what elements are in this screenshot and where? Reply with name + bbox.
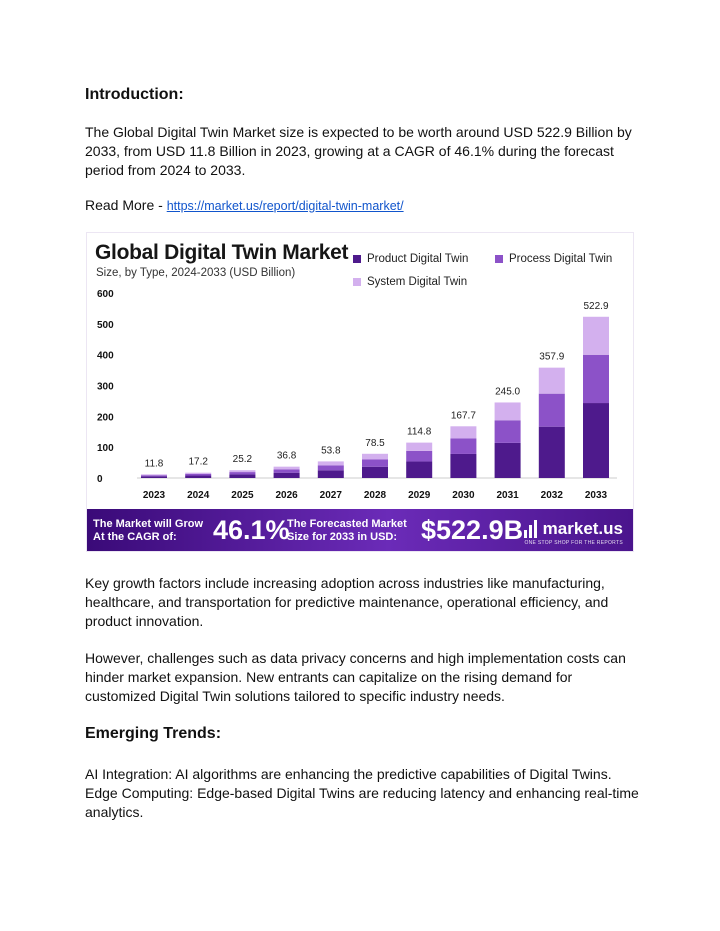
bar-segment-system-digital-twin bbox=[141, 474, 167, 476]
bar-segment-system-digital-twin bbox=[317, 461, 344, 466]
read-more-link[interactable]: https://market.us/report/digital-twin-ma… bbox=[166, 199, 404, 213]
cagr-label: The Market will Grow At the CAGR of: bbox=[93, 518, 203, 544]
bar-segment-process-digital-twin bbox=[273, 469, 300, 473]
forecast-label: The Forecasted Market Size for 2033 in U… bbox=[287, 518, 407, 544]
y-tick-label: 500 bbox=[97, 320, 114, 331]
bar-value-label: 36.8 bbox=[277, 451, 297, 462]
legend-label-system: System Digital Twin bbox=[367, 276, 468, 288]
brand-name: market.us bbox=[542, 519, 623, 538]
infographic: Global Digital Twin Market Size, by Type… bbox=[86, 232, 634, 552]
bar-segment-process-digital-twin bbox=[406, 450, 433, 462]
bar-segment-system-digital-twin bbox=[185, 472, 212, 474]
bar-segment-product-digital-twin bbox=[450, 453, 477, 478]
x-tick-label: 2023 bbox=[143, 490, 166, 501]
x-tick-label: 2027 bbox=[320, 490, 343, 501]
bar-segment-product-digital-twin bbox=[229, 474, 256, 478]
bar-value-label: 357.9 bbox=[539, 352, 564, 363]
bar-segment-product-digital-twin bbox=[583, 403, 609, 478]
bar-segment-process-digital-twin bbox=[141, 475, 167, 477]
brand-tagline: ONE STOP SHOP FOR THE REPORTS bbox=[524, 540, 623, 546]
bar-segment-product-digital-twin bbox=[362, 466, 388, 478]
legend-label-process: Process Digital Twin bbox=[509, 253, 613, 265]
bar-segment-system-digital-twin bbox=[273, 466, 300, 470]
bar-segment-product-digital-twin bbox=[185, 475, 212, 478]
bars-icon bbox=[523, 520, 537, 538]
intro-paragraph: The Global Digital Twin Market size is e… bbox=[85, 124, 632, 178]
y-tick-label: 300 bbox=[97, 382, 114, 393]
bar-segment-product-digital-twin bbox=[494, 442, 521, 478]
y-tick-label: 600 bbox=[97, 289, 114, 300]
legend-swatch-process bbox=[495, 255, 503, 263]
growth-paragraph-1: Key growth factors include increasing ad… bbox=[85, 575, 609, 629]
legend-swatch-product bbox=[353, 255, 361, 263]
x-tick-label: 2029 bbox=[408, 490, 431, 501]
bar-segment-process-digital-twin bbox=[317, 465, 344, 471]
x-tick-label: 2030 bbox=[452, 490, 475, 501]
bar-segment-product-digital-twin bbox=[273, 472, 300, 478]
legend-item-system: System Digital Twin bbox=[353, 276, 467, 288]
bar-value-label: 245.0 bbox=[495, 386, 520, 397]
y-tick-label: 200 bbox=[97, 412, 114, 423]
x-tick-label: 2032 bbox=[541, 490, 564, 501]
bar-segment-system-digital-twin bbox=[583, 316, 609, 355]
y-tick-label: 0 bbox=[97, 474, 103, 485]
x-tick-label: 2025 bbox=[231, 490, 254, 501]
summary-banner: The Market will Grow At the CAGR of: 46.… bbox=[87, 509, 633, 551]
bar-segment-process-digital-twin bbox=[362, 459, 388, 467]
read-more-line: Read More - https://market.us/report/dig… bbox=[85, 196, 645, 216]
bar-segment-system-digital-twin bbox=[406, 442, 433, 451]
legend-item-process: Process Digital Twin bbox=[495, 253, 612, 265]
y-tick-label: 100 bbox=[97, 443, 114, 454]
bar-value-label: 78.5 bbox=[365, 438, 385, 449]
bar-segment-process-digital-twin bbox=[450, 438, 477, 454]
trend-edge-computing: Edge Computing: Edge-based Digital Twins… bbox=[85, 785, 639, 820]
chart-subtitle: Size, by Type, 2024-2033 (USD Billion) bbox=[96, 267, 296, 279]
x-tick-label: 2031 bbox=[496, 490, 519, 501]
bar-segment-process-digital-twin bbox=[229, 472, 256, 475]
bar-segment-system-digital-twin bbox=[538, 367, 565, 394]
bar-segment-process-digital-twin bbox=[583, 354, 609, 404]
legend-item-product: Product Digital Twin bbox=[353, 253, 468, 265]
cagr-label-line2: At the CAGR of: bbox=[93, 531, 177, 543]
bar-segment-product-digital-twin bbox=[538, 426, 565, 478]
read-more-label: Read More - bbox=[85, 197, 167, 213]
bar-value-label: 522.9 bbox=[583, 301, 608, 312]
brand-logo: market.us bbox=[523, 519, 623, 539]
trends-heading: Emerging Trends: bbox=[85, 725, 222, 742]
growth-paragraph-2: However, challenges such as data privacy… bbox=[85, 650, 626, 704]
legend-label-product: Product Digital Twin bbox=[367, 253, 469, 265]
cagr-label-line1: The Market will Grow bbox=[93, 518, 204, 530]
bar-value-label: 53.8 bbox=[321, 445, 341, 456]
legend-swatch-system bbox=[353, 278, 361, 286]
forecast-label-line1: The Forecasted Market bbox=[287, 518, 407, 530]
bar-value-label: 11.8 bbox=[145, 458, 164, 469]
forecast-value: $522.9B bbox=[421, 515, 524, 545]
bar-value-label: 167.7 bbox=[451, 410, 476, 421]
bar-segment-process-digital-twin bbox=[185, 473, 212, 476]
chart-title: Global Digital Twin Market bbox=[95, 241, 349, 264]
intro-heading: Introduction: bbox=[85, 86, 184, 103]
bar-segment-product-digital-twin bbox=[406, 461, 433, 478]
bar-segment-process-digital-twin bbox=[538, 393, 565, 427]
bar-segment-product-digital-twin bbox=[317, 470, 344, 478]
bar-segment-process-digital-twin bbox=[494, 420, 521, 443]
bar-chart: 0 100 200 300 400 500 600 11.8 2023 17.2 2024 25.2 2… bbox=[97, 289, 617, 501]
bar-value-label: 114.8 bbox=[407, 427, 432, 438]
bar-segment-system-digital-twin bbox=[362, 453, 388, 460]
bar-value-label: 25.2 bbox=[233, 454, 253, 465]
x-tick-label: 2024 bbox=[187, 490, 210, 501]
x-tick-label: 2028 bbox=[364, 490, 387, 501]
trend-ai-integration: AI Integration: AI algorithms are enhanc… bbox=[85, 766, 612, 782]
x-tick-label: 2026 bbox=[275, 490, 298, 501]
forecast-label-line2: Size for 2033 in USD: bbox=[287, 531, 398, 543]
bar-segment-system-digital-twin bbox=[229, 470, 256, 473]
cagr-value: 46.1% bbox=[213, 515, 290, 545]
bar-segment-system-digital-twin bbox=[494, 402, 521, 421]
bar-segment-product-digital-twin bbox=[141, 476, 167, 478]
y-tick-label: 400 bbox=[97, 351, 114, 362]
bar-value-label: 17.2 bbox=[188, 457, 208, 468]
bar-segment-system-digital-twin bbox=[450, 426, 477, 439]
x-tick-label: 2033 bbox=[585, 490, 608, 501]
